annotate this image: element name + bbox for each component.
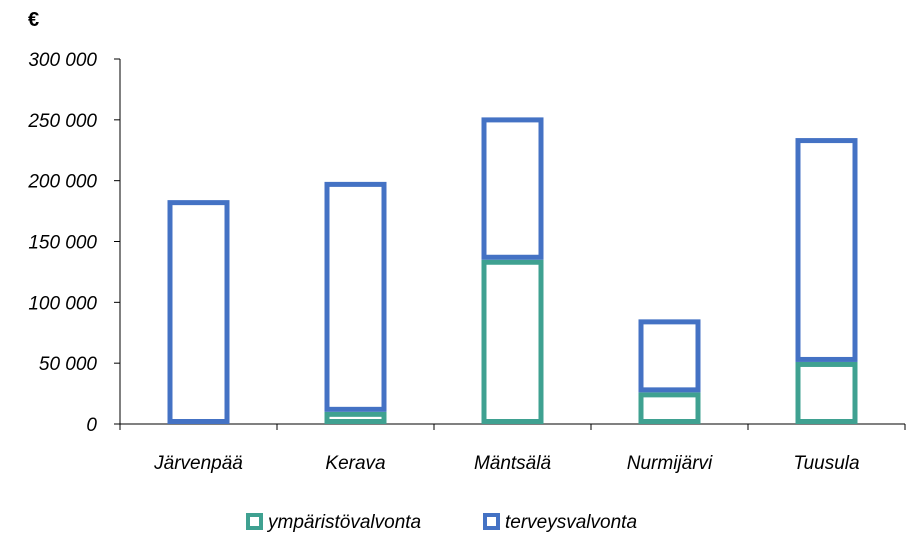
- y-tick-label: 300 000: [28, 50, 97, 71]
- x-category-label: Kerava: [325, 453, 385, 474]
- bar-segment-terveysvalvonta: [324, 181, 387, 412]
- y-tick-label: 250 000: [27, 111, 97, 132]
- legend-swatch: [246, 513, 263, 530]
- bar-segment-ymparistovalvonta: [324, 411, 387, 425]
- legend: ympäristövalvonta terveysvalvonta: [246, 512, 637, 533]
- y-tick-label: 150 000: [28, 233, 97, 254]
- bar-segment-terveysvalvonta: [167, 200, 230, 424]
- x-category-label: Järvenpää: [153, 453, 243, 474]
- bars: [167, 117, 858, 425]
- x-category-label: Mäntsälä: [474, 453, 551, 474]
- y-tick-label: 0: [86, 415, 97, 436]
- legend-label: terveysvalvonta: [505, 512, 637, 533]
- x-axis: Järvenpää Kerava Mäntsälä Nurmijärvi Tuusula: [119, 423, 906, 474]
- y-axis: 0 50 000 100 000 150 000 200 000 250 000 300 0…: [27, 50, 121, 436]
- bar-segment-terveysvalvonta: [795, 138, 858, 362]
- bar-segment-terveysvalvonta: [638, 319, 701, 393]
- y-unit-label: €: [28, 9, 39, 31]
- y-tick-label: 50 000: [39, 354, 98, 375]
- x-category-label: Tuusula: [793, 453, 859, 474]
- bar-segment-terveysvalvonta: [481, 117, 544, 260]
- legend-label: ympäristövalvonta: [266, 512, 421, 533]
- bar-segment-ymparistovalvonta: [638, 392, 701, 425]
- bar-segment-ymparistovalvonta: [481, 259, 544, 424]
- bar-segment-ymparistovalvonta: [795, 361, 858, 425]
- legend-swatch: [483, 513, 500, 530]
- y-tick-label: 100 000: [28, 293, 97, 314]
- x-category-label: Nurmijärvi: [627, 453, 713, 474]
- y-tick-label: 200 000: [27, 172, 97, 193]
